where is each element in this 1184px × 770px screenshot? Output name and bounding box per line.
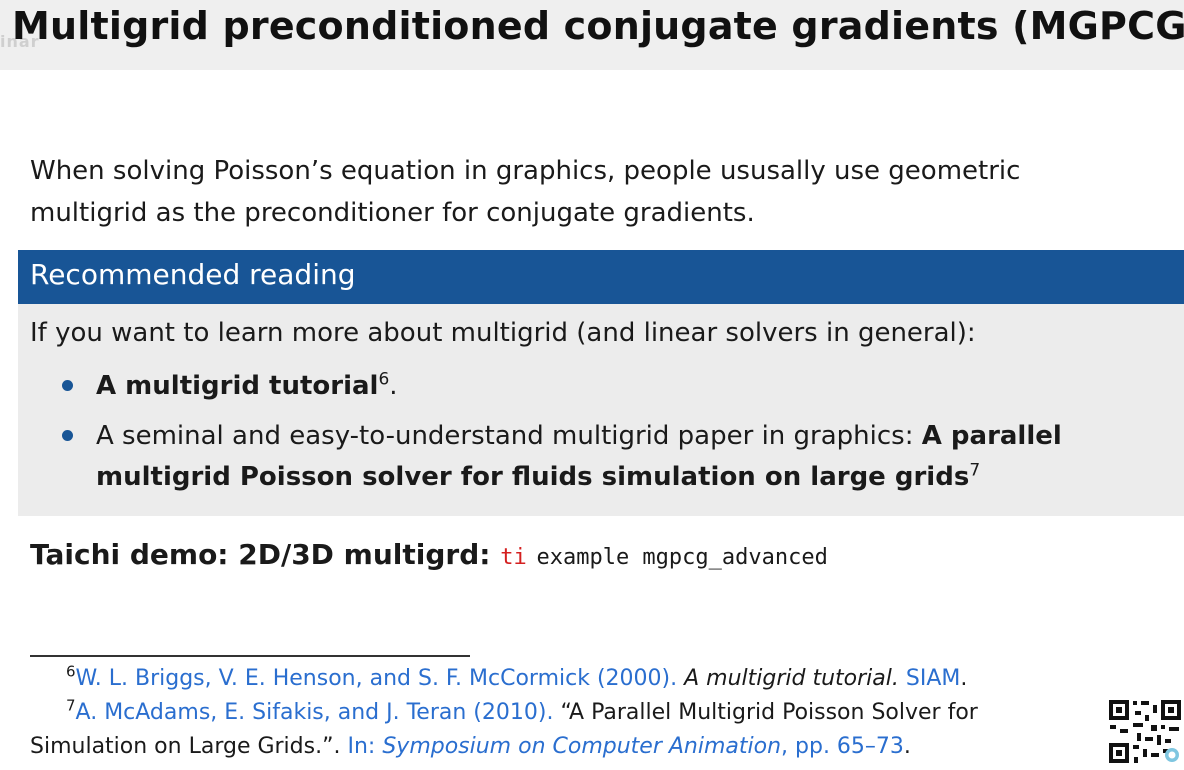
footnote-7: 7A. McAdams, E. Sifakis, and J. Teran (2… bbox=[30, 696, 1141, 730]
footnote-6-number: 6 bbox=[66, 662, 76, 681]
recommended-reading-header: Recommended reading bbox=[18, 250, 1184, 304]
watermark: inar bbox=[0, 32, 40, 51]
footnote-7-cont: Simulation on Large Grids.”. In: Symposi… bbox=[30, 730, 1105, 764]
footnote-6-end: . bbox=[960, 666, 968, 691]
footnote-ref-6[interactable]: 6 bbox=[378, 369, 390, 390]
item2-title-part2: multigrid Poisson solver for fluids simu… bbox=[96, 462, 970, 492]
block-lead: If you want to learn more about multigri… bbox=[30, 318, 976, 348]
title-bar: inar Multigrid preconditioned conjugate … bbox=[0, 0, 1184, 70]
footnote-6-authors[interactable]: W. L. Briggs, V. E. Henson, and S. F. Mc… bbox=[75, 666, 678, 691]
footnote-6-publisher[interactable]: SIAM bbox=[905, 666, 961, 691]
footnote-7-in[interactable]: In: bbox=[347, 734, 376, 759]
taichi-demo-line: Taichi demo: 2D/3D multigrd: ti example … bbox=[30, 538, 828, 571]
item2-text: A seminal and easy-to-understand multigr… bbox=[96, 421, 922, 451]
list-item: A multigrid tutorial6. bbox=[96, 366, 398, 407]
list-item: A seminal and easy-to-understand multigr… bbox=[96, 416, 1062, 498]
item1-title: A multigrid tutorial bbox=[96, 371, 379, 401]
footnote-7-venue[interactable]: Symposium on Computer Animation bbox=[382, 734, 782, 759]
block-header-label: Recommended reading bbox=[30, 258, 356, 291]
item1-tail: . bbox=[389, 371, 398, 401]
recommended-reading-body: If you want to learn more about multigri… bbox=[18, 304, 1184, 516]
footnote-7-title-cont: Simulation on Large Grids.”. bbox=[30, 734, 341, 759]
bullet-icon bbox=[62, 380, 73, 391]
qr-code-graphic bbox=[1106, 697, 1184, 766]
footnote-ref-7[interactable]: 7 bbox=[969, 460, 981, 481]
intro-paragraph: When solving Poisson’s equation in graph… bbox=[30, 150, 1150, 234]
qr-code-icon bbox=[1106, 697, 1184, 766]
footnote-rule bbox=[30, 655, 470, 657]
footnote-6: 6W. L. Briggs, V. E. Henson, and S. F. M… bbox=[30, 662, 1141, 696]
footnote-7-title: “A Parallel Multigrid Poisson Solver for bbox=[560, 700, 978, 725]
demo-cmd-ti: ti bbox=[500, 545, 527, 570]
intro-line-1: When solving Poisson’s equation in graph… bbox=[30, 156, 1021, 186]
demo-label: Taichi demo: 2D/3D multigrd: bbox=[30, 538, 491, 571]
footnote-7-pages[interactable]: , pp. 65–73 bbox=[781, 734, 904, 759]
footnote-7-authors[interactable]: A. McAdams, E. Sifakis, and J. Teran (20… bbox=[75, 700, 554, 725]
footnote-6-title: A multigrid tutorial. bbox=[684, 666, 899, 691]
footnote-7-end: . bbox=[903, 734, 911, 759]
demo-cmd-rest: example mgpcg_advanced bbox=[536, 545, 828, 570]
footnote-7-number: 7 bbox=[66, 696, 76, 715]
slide-title: Multigrid preconditioned conjugate gradi… bbox=[12, 4, 1184, 48]
item2-title-part1: A parallel bbox=[921, 421, 1062, 451]
intro-line-2: multigrid as the preconditioner for conj… bbox=[30, 198, 755, 228]
bullet-icon bbox=[62, 430, 73, 441]
